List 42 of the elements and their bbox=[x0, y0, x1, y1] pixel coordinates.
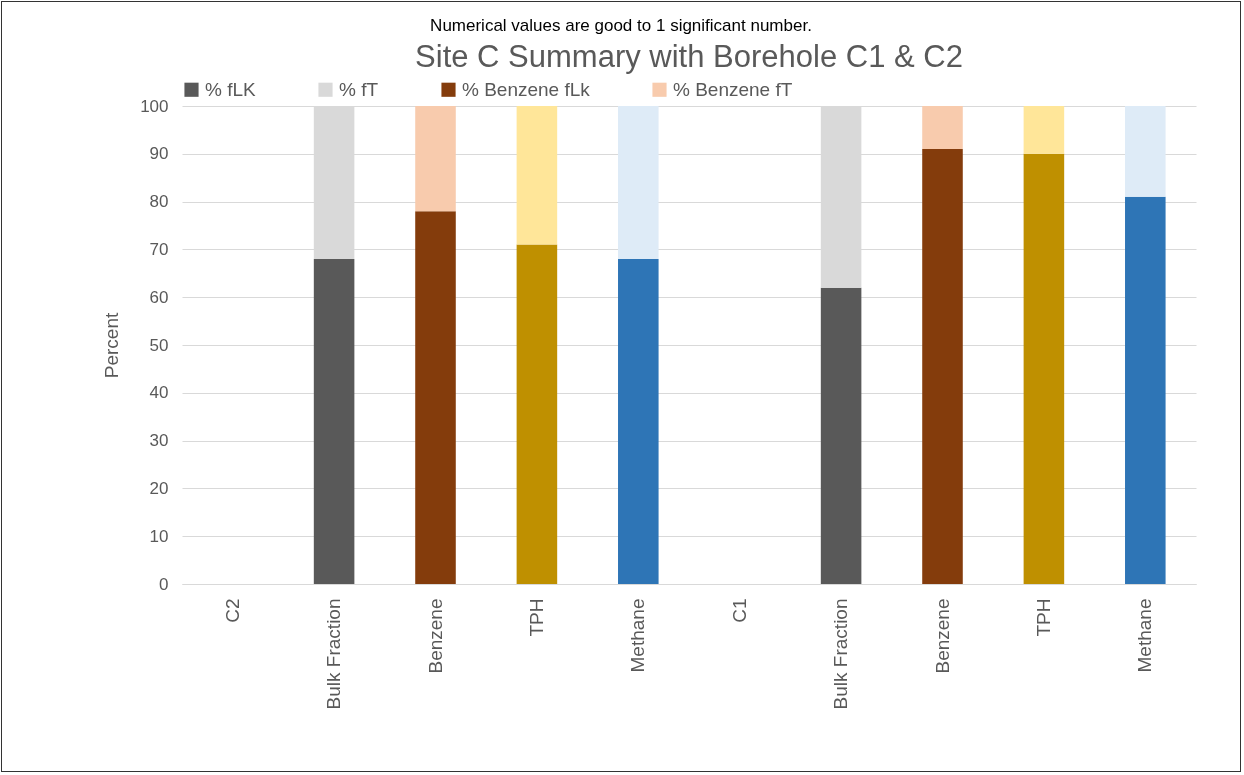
bar bbox=[415, 106, 456, 212]
bar bbox=[922, 149, 963, 584]
x-tick-label: Benzene bbox=[931, 598, 953, 674]
y-axis-title: Percent bbox=[101, 312, 123, 379]
legend-label: % Benzene fT bbox=[673, 78, 793, 100]
y-tick-label: 80 bbox=[149, 192, 169, 212]
legend-label: % fLK bbox=[205, 78, 257, 100]
bar bbox=[1125, 196, 1166, 584]
y-tick-label: 40 bbox=[149, 383, 169, 403]
x-tick-label: Methane bbox=[627, 598, 649, 673]
chart-title: Site C Summary with Borehole C1 & C2 bbox=[415, 39, 963, 74]
x-tick-label: Bulk Fraction bbox=[830, 598, 852, 710]
y-tick-label: 20 bbox=[149, 478, 169, 498]
legend-label: % fT bbox=[339, 78, 379, 100]
bar bbox=[820, 287, 862, 584]
bar bbox=[1023, 153, 1065, 584]
y-tick-label: 0 bbox=[159, 574, 169, 594]
y-tick-label: 30 bbox=[149, 431, 169, 451]
x-tick-label: TPH bbox=[525, 598, 547, 637]
bar bbox=[516, 106, 558, 245]
bar bbox=[922, 106, 963, 150]
x-tick-label: TPH bbox=[1032, 598, 1054, 637]
y-tick-label: 70 bbox=[149, 239, 169, 259]
y-tick-label: 50 bbox=[149, 335, 169, 355]
x-tick-label: Benzene bbox=[424, 598, 446, 674]
bar bbox=[1125, 106, 1166, 197]
x-tick-label: C2 bbox=[221, 598, 243, 623]
x-tick-label: C1 bbox=[728, 598, 750, 623]
y-tick-label: 10 bbox=[149, 526, 169, 546]
x-tick-label: Bulk Fraction bbox=[323, 598, 345, 710]
y-tick-label: 100 bbox=[140, 96, 169, 116]
y-tick-label: 90 bbox=[149, 144, 169, 164]
bar bbox=[313, 258, 355, 584]
bar bbox=[618, 258, 659, 584]
bar bbox=[415, 211, 456, 584]
text: Numerical values are good to 1 significant number. bbox=[429, 16, 813, 36]
bar bbox=[1023, 106, 1065, 154]
legend-label: % Benzene fLk bbox=[462, 78, 591, 100]
y-tick-label: 60 bbox=[149, 287, 169, 307]
x-tick-label: Methane bbox=[1134, 598, 1156, 673]
bar bbox=[516, 244, 558, 584]
bar bbox=[618, 106, 659, 259]
